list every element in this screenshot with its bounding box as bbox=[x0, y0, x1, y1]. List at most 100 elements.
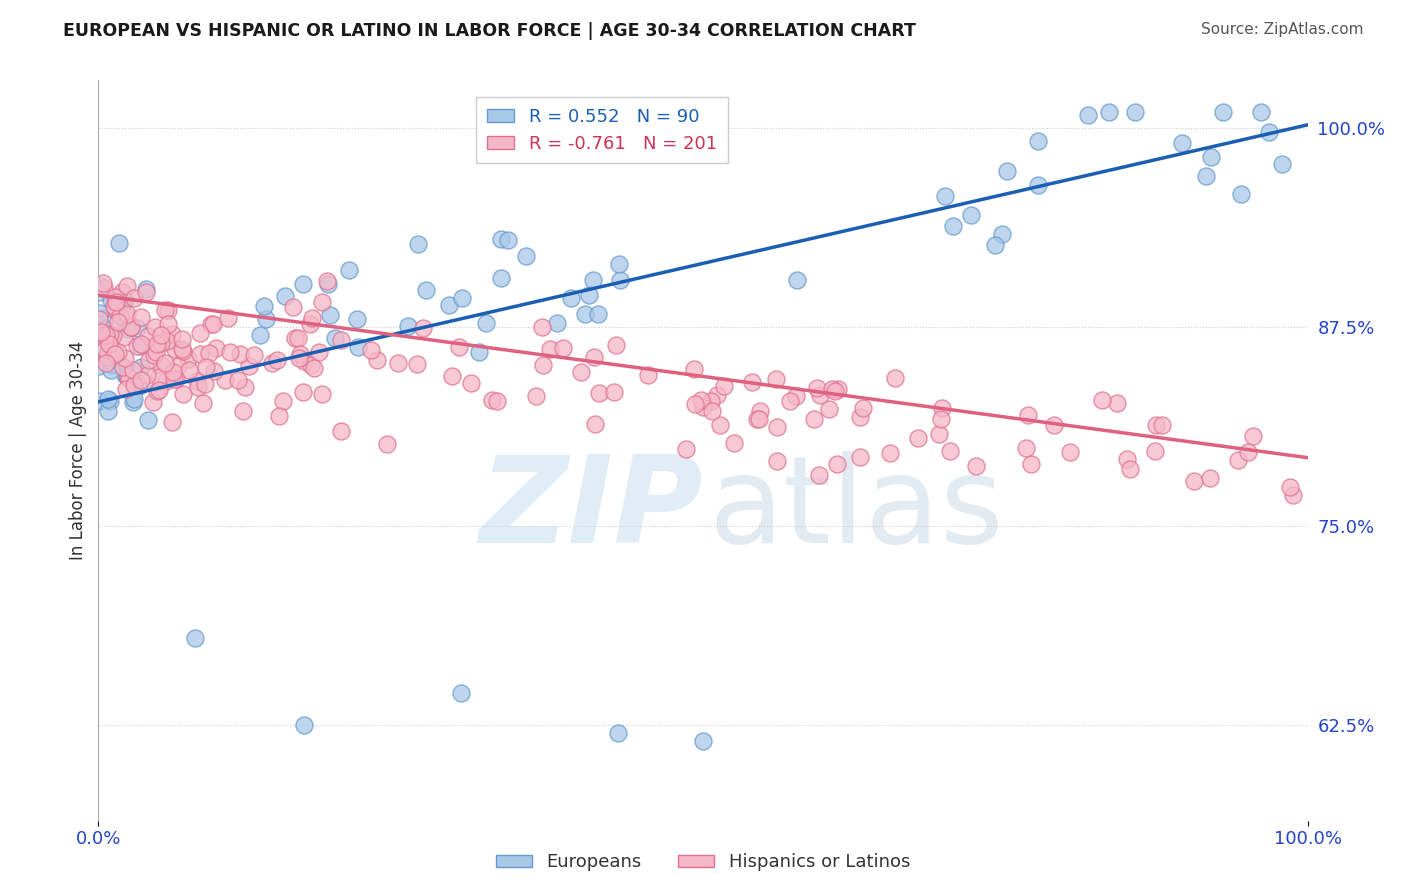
Point bbox=[1281, 488, 1303, 502]
Point bbox=[1059, 445, 1081, 459]
Point bbox=[135, 282, 157, 296]
Point bbox=[1091, 392, 1114, 407]
Point bbox=[942, 219, 965, 234]
Point bbox=[990, 227, 1012, 241]
Point bbox=[194, 376, 217, 391]
Point bbox=[588, 385, 610, 400]
Point bbox=[292, 354, 315, 368]
Point bbox=[700, 404, 723, 418]
Point bbox=[849, 410, 872, 425]
Point bbox=[98, 326, 121, 341]
Point bbox=[162, 364, 184, 378]
Point bbox=[104, 347, 127, 361]
Point bbox=[122, 292, 145, 306]
Point bbox=[184, 631, 207, 645]
Point bbox=[122, 392, 145, 406]
Point bbox=[136, 412, 159, 426]
Point bbox=[177, 351, 200, 366]
Point bbox=[172, 343, 194, 358]
Point bbox=[253, 299, 276, 313]
Point bbox=[94, 356, 117, 370]
Point bbox=[122, 377, 145, 392]
Point bbox=[546, 316, 568, 330]
Point bbox=[1271, 157, 1294, 171]
Point bbox=[153, 302, 176, 317]
Point bbox=[114, 293, 136, 307]
Point bbox=[489, 271, 512, 285]
Point bbox=[1043, 417, 1066, 432]
Point bbox=[683, 397, 706, 411]
Point bbox=[122, 395, 145, 409]
Text: Source: ZipAtlas.com: Source: ZipAtlas.com bbox=[1201, 22, 1364, 37]
Point bbox=[101, 342, 124, 356]
Point bbox=[1241, 429, 1264, 443]
Point bbox=[706, 388, 728, 402]
Point bbox=[1150, 418, 1173, 433]
Point bbox=[110, 309, 132, 323]
Point bbox=[1028, 178, 1050, 193]
Point bbox=[160, 326, 183, 341]
Point bbox=[1119, 462, 1142, 476]
Point bbox=[806, 381, 828, 395]
Point bbox=[145, 344, 167, 359]
Y-axis label: In Labor Force | Age 30-34: In Labor Force | Age 30-34 bbox=[69, 341, 87, 560]
Point bbox=[94, 311, 117, 326]
Point bbox=[574, 306, 596, 320]
Point bbox=[292, 277, 315, 292]
Point bbox=[1212, 105, 1234, 120]
Point bbox=[136, 329, 159, 343]
Point bbox=[609, 273, 631, 287]
Point bbox=[308, 344, 330, 359]
Point bbox=[96, 348, 118, 362]
Point bbox=[415, 283, 437, 297]
Point bbox=[825, 457, 848, 471]
Point bbox=[149, 359, 172, 373]
Point bbox=[1026, 135, 1049, 149]
Point bbox=[346, 311, 368, 326]
Point bbox=[723, 435, 745, 450]
Point bbox=[934, 189, 956, 203]
Point bbox=[103, 299, 125, 313]
Point bbox=[827, 382, 849, 396]
Text: EUROPEAN VS HISPANIC OR LATINO IN LABOR FORCE | AGE 30-34 CORRELATION CHART: EUROPEAN VS HISPANIC OR LATINO IN LABOR … bbox=[63, 22, 917, 40]
Point bbox=[682, 362, 704, 376]
Point bbox=[387, 355, 409, 369]
Point bbox=[145, 319, 167, 334]
Point bbox=[460, 376, 482, 391]
Point bbox=[907, 431, 929, 445]
Point bbox=[449, 340, 471, 354]
Point bbox=[779, 394, 801, 409]
Point bbox=[115, 369, 138, 384]
Point bbox=[287, 330, 309, 344]
Point bbox=[107, 315, 129, 329]
Point bbox=[437, 298, 460, 312]
Point bbox=[1015, 441, 1038, 455]
Point bbox=[94, 340, 117, 354]
Point bbox=[94, 328, 117, 343]
Point bbox=[163, 371, 186, 385]
Point bbox=[412, 321, 434, 335]
Point bbox=[97, 404, 120, 418]
Point bbox=[808, 388, 831, 402]
Point bbox=[311, 387, 333, 401]
Point bbox=[172, 332, 194, 346]
Point bbox=[105, 302, 128, 317]
Point bbox=[481, 392, 503, 407]
Point bbox=[266, 352, 288, 367]
Point bbox=[120, 319, 142, 334]
Point bbox=[138, 352, 160, 367]
Point bbox=[538, 342, 561, 356]
Point bbox=[146, 384, 169, 399]
Point bbox=[928, 427, 950, 442]
Point bbox=[318, 308, 340, 322]
Point bbox=[89, 359, 111, 373]
Text: ZIP: ZIP bbox=[479, 451, 703, 568]
Point bbox=[1250, 105, 1272, 120]
Point bbox=[1116, 451, 1139, 466]
Point bbox=[101, 359, 124, 373]
Point bbox=[122, 363, 145, 377]
Point bbox=[195, 359, 218, 374]
Point bbox=[155, 374, 177, 388]
Point bbox=[347, 340, 370, 354]
Point bbox=[197, 345, 219, 359]
